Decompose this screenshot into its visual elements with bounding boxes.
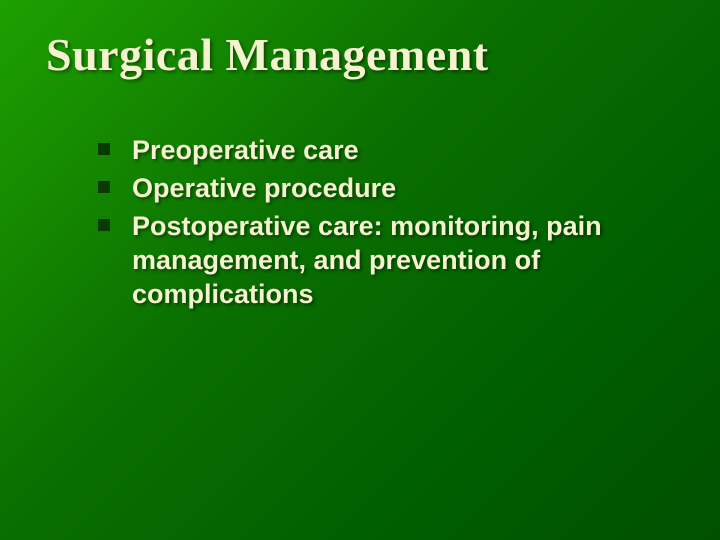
slide: Surgical Management Preoperative care Op…: [0, 0, 720, 540]
bullet-text: Preoperative care: [132, 135, 359, 165]
bullet-text: Operative procedure: [132, 173, 396, 203]
list-item: Operative procedure: [98, 171, 674, 205]
list-item: Preoperative care: [98, 133, 674, 167]
bullet-list: Preoperative care Operative procedure Po…: [98, 133, 674, 311]
slide-title: Surgical Management: [46, 28, 674, 81]
bullet-text: Postoperative care: monitoring, pain man…: [132, 211, 602, 309]
list-item: Postoperative care: monitoring, pain man…: [98, 209, 674, 311]
